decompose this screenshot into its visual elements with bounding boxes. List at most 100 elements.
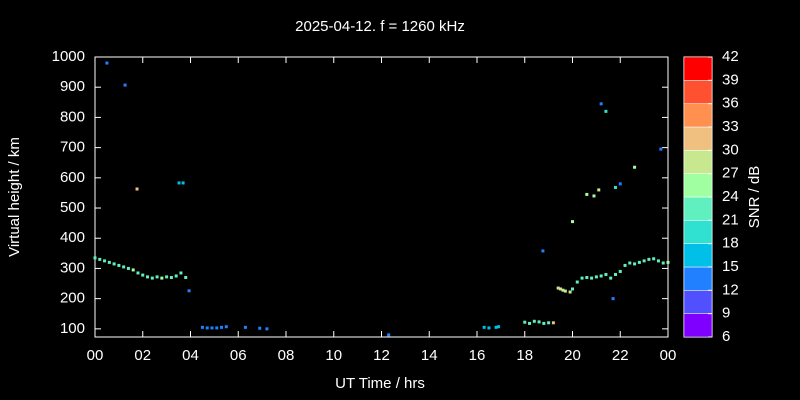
data-point bbox=[568, 290, 572, 294]
x-tick-label: 16 bbox=[469, 347, 486, 364]
colorbar-tick-label: 24 bbox=[722, 188, 739, 205]
data-point bbox=[633, 165, 637, 169]
data-point bbox=[664, 162, 668, 166]
data-point bbox=[387, 333, 391, 337]
data-point bbox=[642, 259, 646, 263]
x-axis-label: UT Time / hrs bbox=[335, 375, 425, 392]
data-point bbox=[165, 275, 169, 279]
x-tick-label: 04 bbox=[182, 347, 199, 364]
data-point bbox=[599, 102, 603, 106]
data-point bbox=[585, 275, 589, 279]
data-point bbox=[611, 297, 615, 301]
data-point bbox=[575, 280, 579, 284]
data-point bbox=[547, 321, 551, 325]
colorbar-band bbox=[683, 173, 713, 198]
data-point bbox=[200, 325, 204, 329]
data-point bbox=[174, 274, 178, 278]
data-point bbox=[551, 321, 555, 325]
data-point bbox=[528, 321, 532, 325]
data-point bbox=[131, 268, 135, 272]
colorbar-band bbox=[683, 56, 713, 81]
y-tick-label: 700 bbox=[60, 139, 85, 156]
data-point bbox=[618, 182, 622, 186]
data-point bbox=[205, 326, 209, 330]
data-point bbox=[117, 263, 121, 267]
data-point bbox=[592, 194, 596, 198]
data-point bbox=[494, 325, 498, 329]
data-point bbox=[647, 257, 651, 261]
colorbar-tick-label: 36 bbox=[722, 95, 739, 112]
y-tick-label: 400 bbox=[60, 229, 85, 246]
colorbar-tick-label: 33 bbox=[722, 118, 739, 135]
data-point bbox=[597, 188, 601, 192]
data-point bbox=[563, 289, 567, 293]
data-point bbox=[561, 288, 565, 292]
data-point bbox=[541, 249, 545, 253]
data-point bbox=[618, 269, 622, 273]
colorbar-band bbox=[683, 220, 713, 244]
colorbar-band bbox=[683, 126, 713, 151]
colorbar-tick-label: 9 bbox=[722, 305, 730, 322]
data-point bbox=[661, 261, 665, 265]
data-point bbox=[103, 259, 107, 263]
data-point bbox=[141, 273, 145, 277]
colorbar-band bbox=[683, 313, 713, 338]
colorbar-band bbox=[683, 290, 713, 314]
data-point bbox=[542, 321, 546, 325]
data-point bbox=[181, 181, 185, 185]
data-point bbox=[150, 276, 154, 280]
colorbar-label: SNR / dB bbox=[746, 166, 763, 229]
data-point bbox=[210, 326, 214, 330]
colorbar-band bbox=[683, 150, 713, 174]
data-point bbox=[556, 286, 560, 290]
colorbar-tick-label: 18 bbox=[722, 235, 739, 252]
data-point bbox=[265, 327, 269, 331]
data-point bbox=[496, 325, 500, 329]
colorbar-tick-label: 27 bbox=[722, 165, 739, 182]
data-point bbox=[532, 319, 536, 323]
data-point bbox=[112, 262, 116, 266]
data-point bbox=[107, 260, 111, 264]
colorbar-tick-label: 42 bbox=[722, 48, 739, 65]
data-point bbox=[537, 320, 541, 324]
y-tick-label: 300 bbox=[60, 259, 85, 276]
x-tick-label: 08 bbox=[278, 347, 295, 364]
x-tick-label: 22 bbox=[612, 347, 629, 364]
data-point bbox=[523, 320, 527, 324]
colorbar-band bbox=[683, 103, 713, 128]
x-tick-label: 00 bbox=[660, 347, 677, 364]
data-point bbox=[224, 325, 228, 329]
data-point bbox=[613, 272, 617, 276]
data-point bbox=[258, 326, 262, 330]
data-point bbox=[585, 192, 589, 196]
data-point bbox=[220, 325, 224, 329]
data-point bbox=[105, 61, 109, 65]
colorbar-band bbox=[683, 266, 713, 291]
data-point bbox=[594, 275, 598, 279]
data-point bbox=[184, 275, 188, 279]
data-point bbox=[559, 287, 563, 291]
data-point bbox=[628, 261, 632, 265]
data-point bbox=[169, 275, 173, 279]
data-point bbox=[179, 271, 183, 275]
data-point bbox=[571, 220, 574, 224]
y-tick-label: 900 bbox=[60, 78, 85, 95]
data-point bbox=[604, 272, 608, 276]
data-point bbox=[177, 181, 181, 185]
x-tick-label: 02 bbox=[134, 347, 151, 364]
x-tick-label: 20 bbox=[564, 347, 581, 364]
data-point bbox=[604, 109, 608, 113]
data-point bbox=[599, 274, 603, 278]
data-point bbox=[243, 325, 247, 329]
data-point bbox=[637, 260, 641, 264]
x-tick-label: 18 bbox=[516, 347, 533, 364]
data-point bbox=[146, 275, 150, 279]
colorbar-band bbox=[683, 243, 713, 268]
x-tick-label: 14 bbox=[421, 347, 438, 364]
data-point bbox=[93, 256, 97, 260]
y-tick-label: 1000 bbox=[52, 48, 85, 65]
data-point bbox=[633, 262, 637, 266]
data-point bbox=[160, 276, 164, 280]
y-tick-label: 500 bbox=[60, 199, 85, 216]
data-point bbox=[613, 185, 617, 189]
